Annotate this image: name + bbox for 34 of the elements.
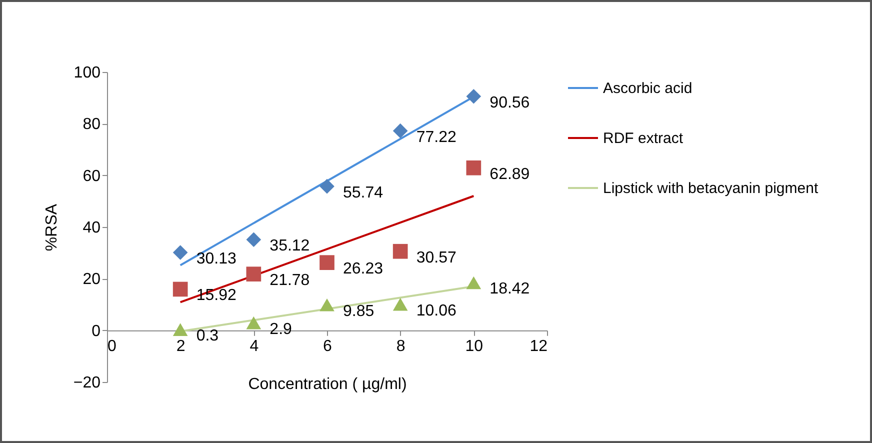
y-tick-label: 40 [82, 220, 101, 236]
x-tick-label: 6 [323, 338, 332, 355]
data-label: 18.42 [490, 280, 530, 298]
data-label: 2.9 [270, 320, 292, 338]
y-tick-label: 100 [74, 64, 101, 82]
data-label: 9.85 [343, 302, 374, 320]
legend-label: Ascorbic acid [603, 80, 692, 97]
data-label: 30.57 [416, 249, 456, 266]
y-tick-label: 60 [82, 168, 101, 185]
data-label: 10.06 [416, 302, 456, 320]
x-tick-label: 12 [530, 338, 548, 355]
data-label: 55.74 [343, 184, 384, 202]
data-label: 90.56 [490, 94, 530, 112]
data-label: 15.92 [196, 287, 236, 304]
data-label: 0.3 [196, 328, 219, 345]
y-axis-title: %RSA [43, 204, 60, 252]
x-tick-label: 10 [465, 338, 484, 355]
legend-label: RDF extract [603, 130, 684, 147]
data-label: 21.78 [270, 272, 310, 290]
data-label: 26.23 [343, 260, 384, 278]
x-tick-label: 8 [396, 338, 406, 355]
x-axis-title: Concentration ( µg/ml) [248, 376, 407, 393]
x-tick-label: 2 [176, 338, 186, 355]
x-tick-label: 4 [250, 338, 259, 355]
data-label: 77.22 [416, 128, 456, 146]
y-tick-label: 80 [82, 116, 101, 134]
x-tick-label: 0 [108, 338, 116, 355]
legend-label: Lipstick with betacyanin pigment [603, 180, 819, 197]
y-tick-label: −20 [73, 374, 101, 392]
data-label: 35.12 [270, 238, 310, 255]
y-tick-label: 20 [82, 271, 101, 288]
data-label: 30.13 [196, 250, 236, 268]
data-label: 62.89 [490, 166, 530, 183]
y-tick-label: 0 [92, 322, 101, 340]
